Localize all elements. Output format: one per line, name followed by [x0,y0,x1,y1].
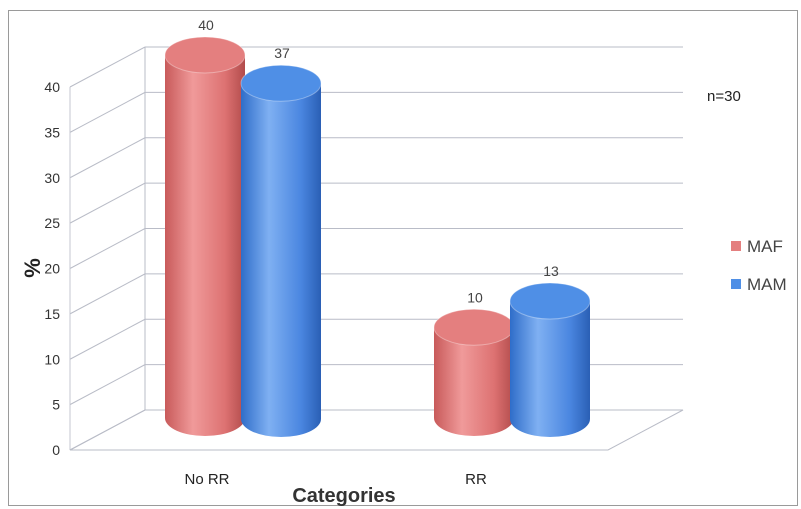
gridline-depth [69,228,146,269]
chart-frame [8,10,798,506]
y-tick-label: 20 [44,261,60,277]
gridline-depth [69,318,146,360]
y-tick-label: 5 [52,397,60,413]
legend: MAF MAM [731,237,787,294]
x-tick-label: RR [465,471,487,488]
sample-size-note: n=30 [707,88,741,105]
data-label: 13 [543,263,559,279]
bar-body [510,301,590,437]
y-axis-title: % [20,258,45,278]
legend-swatch-maf [731,241,741,251]
bar-body [241,83,321,437]
gridline-depth [69,273,146,315]
bar-top [164,36,246,74]
bar-top [433,308,515,346]
bar-body [165,55,245,436]
data-label: 37 [274,45,290,61]
y-tick-label: 10 [44,351,60,367]
x-axis-title: Categories [292,485,395,507]
bar-mam-no-rr [240,64,322,437]
y-tick-label: 35 [44,124,60,140]
legend-label-maf: MAF [747,237,783,256]
y-tick-label: 0 [52,442,60,458]
x-tick-label: No RR [184,471,229,488]
data-label: 10 [467,289,483,305]
gridline-depth [69,137,146,179]
gridline-depth [69,182,146,224]
legend-swatch-mam [731,279,741,289]
gridline-depth [69,364,146,406]
y-axis-ticks: 0 5 10 15 20 25 30 35 40 [44,79,60,458]
bar-maf-no-rr [164,36,246,436]
bar-top [509,282,591,320]
bar-mam-rr [509,282,591,437]
x-axis-categories: No RR RR [184,471,487,488]
bar-maf-rr [433,308,515,436]
y-tick-label: 15 [44,306,60,322]
floor-outline [69,409,684,451]
data-labels: 40 37 10 13 [198,17,559,305]
y-tick-label: 30 [44,170,60,186]
gridline-depth [69,46,146,88]
bar-top [240,64,322,102]
gridlines [69,46,683,451]
data-label: 40 [198,17,214,33]
y-tick-label: 25 [44,215,60,231]
legend-label-mam: MAM [747,275,787,294]
bar-body [434,327,514,436]
y-tick-label: 40 [44,79,60,95]
bars [164,36,591,437]
gridline-depth [69,91,146,133]
chart-floor [69,409,684,451]
